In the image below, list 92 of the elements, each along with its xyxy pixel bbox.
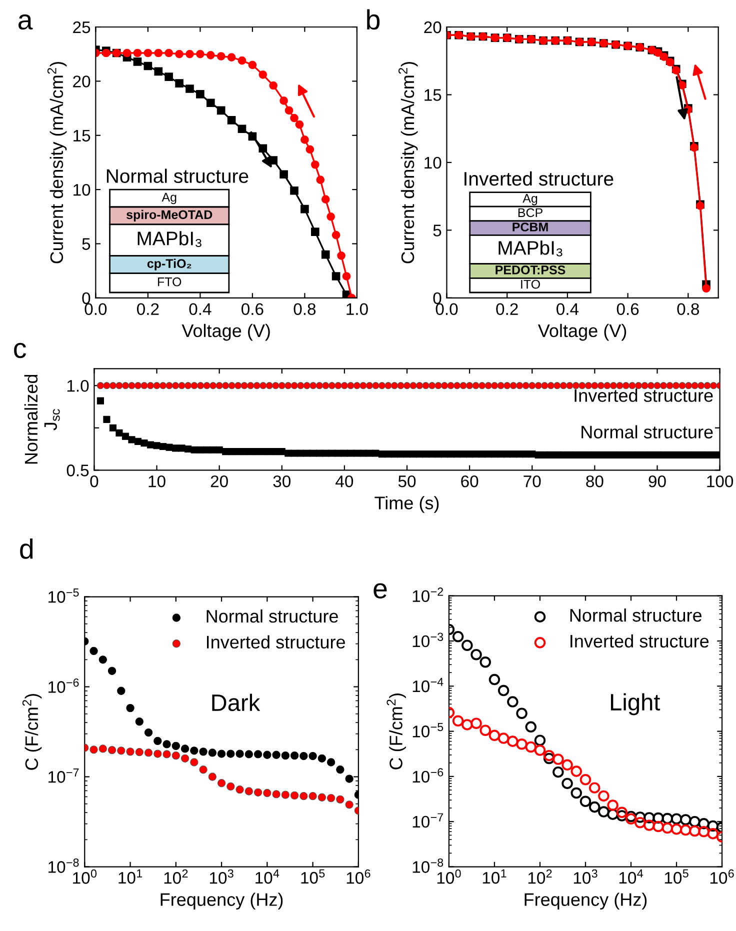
x-tick-label: 10$^{2}$ xyxy=(164,869,188,884)
x-tick-label: 80 xyxy=(586,475,604,488)
x-tick-label: 100 xyxy=(707,475,734,488)
annotation: MAPbI₃ xyxy=(138,231,202,247)
y-tick-label: 5 xyxy=(82,238,90,250)
x-tick-label: 20 xyxy=(210,475,228,488)
x-tick-label: 10$^{1}$ xyxy=(482,869,506,884)
legend-label: Normal structure xyxy=(570,608,702,622)
x-axis-title: Voltage (V) xyxy=(538,324,626,341)
y-tick-label: 20 xyxy=(424,21,442,34)
y-tick-label: 5 xyxy=(433,224,442,236)
annotation: PEDOT:PSS xyxy=(496,266,566,274)
annotation: Normal structure xyxy=(106,168,248,183)
y-axis-title: Current density (mA/cm$^{2}$) xyxy=(398,62,418,264)
y-axis-title: C (F/cm$^{2}$) xyxy=(22,694,42,770)
x-tick-label: 60 xyxy=(461,475,478,488)
x-tick-label: 10$^{4}$ xyxy=(256,869,280,884)
x-tick-label: 1.0 xyxy=(346,303,368,316)
x-tick-label: 70 xyxy=(524,475,541,488)
y-axis-title: Normalized J$_{sc}$ xyxy=(24,374,60,464)
legend-label: Inverted structure xyxy=(570,634,709,648)
x-tick-label: 0.6 xyxy=(616,303,639,316)
y-tick-label: 10 xyxy=(424,156,442,169)
x-axis-title: Frequency (Hz) xyxy=(524,892,647,910)
y-tick-label: 10$^{−3}$ xyxy=(412,632,444,648)
y-tick-label: 10$^{−5}$ xyxy=(48,588,79,603)
legend-label: Normal structure xyxy=(206,609,338,623)
y-tick-label: 10$^{−5}$ xyxy=(412,723,444,738)
y-tick-label: 10$^{−6}$ xyxy=(412,768,444,783)
x-tick-label: 10$^{3}$ xyxy=(210,869,234,884)
y-tick-label: 25 xyxy=(73,21,90,34)
x-tick-label: 0.8 xyxy=(677,303,700,316)
y-tick-label: 0.5 xyxy=(66,464,89,476)
annotation: Ag xyxy=(522,194,538,206)
x-tick-label: 10$^{3}$ xyxy=(574,869,598,884)
y-tick-label: 0 xyxy=(82,292,90,304)
y-tick-label: 0 xyxy=(433,292,442,304)
y-axis-title: C (F/cm$^{2}$) xyxy=(386,694,406,770)
y-tick-label: 10$^{−7}$ xyxy=(48,768,79,783)
x-tick-label: 40 xyxy=(336,475,354,488)
x-tick-label: 0.4 xyxy=(189,303,212,316)
y-tick-label: 10$^{−6}$ xyxy=(48,678,79,693)
x-tick-label: 0.2 xyxy=(496,303,518,316)
annotation: Inverted structure xyxy=(574,388,713,402)
x-tick-label: 50 xyxy=(398,475,416,488)
y-tick-label: 1.0 xyxy=(67,380,89,392)
y-tick-label: 20 xyxy=(73,76,90,88)
annotation: cp-TiO₂ xyxy=(147,258,192,270)
chart-title: a xyxy=(18,14,33,30)
y-axis-title: Current density (mA/cm$^{2}$) xyxy=(47,62,67,264)
y-tick-label: 15 xyxy=(74,130,90,142)
x-tick-label: 10$^{6}$ xyxy=(346,869,370,884)
chart-title: c xyxy=(14,342,26,358)
annotation: ITO xyxy=(521,280,540,289)
annotation: spiro-MeOTAD xyxy=(126,210,212,222)
y-tick-label: 10 xyxy=(74,184,90,196)
chart-title: b xyxy=(367,9,380,30)
x-tick-label: 10 xyxy=(148,475,166,488)
x-tick-label: 0 xyxy=(90,475,98,488)
annotation: Normal structure xyxy=(582,425,713,438)
x-axis-title: Voltage (V) xyxy=(182,324,270,341)
x-tick-label: 10$^{6}$ xyxy=(710,869,734,884)
annotation: FTO xyxy=(158,277,182,286)
x-tick-label: 0.2 xyxy=(137,303,159,316)
x-tick-label: 0.0 xyxy=(436,303,458,316)
x-tick-label: 10$^{2}$ xyxy=(528,869,552,884)
y-tick-label: 10$^{−7}$ xyxy=(412,813,444,828)
y-tick-label: 10$^{−2}$ xyxy=(412,588,444,602)
legend-label: Inverted structure xyxy=(206,635,345,649)
chart-title: e xyxy=(374,583,387,598)
annotation: Ag xyxy=(162,192,176,204)
annotation: MAPbI₃ xyxy=(498,240,562,256)
x-tick-label: 90 xyxy=(648,475,666,488)
x-tick-label: 0.0 xyxy=(84,303,107,316)
annotation: BCP xyxy=(518,208,542,218)
x-axis-title: Frequency (Hz) xyxy=(160,892,283,910)
y-tick-label: 10$^{−4}$ xyxy=(412,678,444,692)
x-tick-label: 0.4 xyxy=(556,303,579,316)
y-tick-label: 15 xyxy=(424,89,442,101)
annotation: Light xyxy=(610,693,660,716)
x-tick-label: 10$^{4}$ xyxy=(619,869,644,884)
annotation: Dark xyxy=(212,694,260,712)
chart-title: d xyxy=(20,538,33,559)
annotation: PCBM xyxy=(512,222,548,232)
x-tick-label: 10$^{5}$ xyxy=(301,869,325,884)
annotation: Inverted structure xyxy=(464,171,614,186)
x-tick-label: 10$^{5}$ xyxy=(664,869,688,884)
x-tick-label: 10$^{1}$ xyxy=(118,869,142,884)
x-axis-title: Time (s) xyxy=(374,496,439,513)
x-tick-label: 0.8 xyxy=(294,303,316,316)
x-tick-label: 30 xyxy=(273,475,291,488)
x-tick-label: 0.6 xyxy=(242,303,264,316)
